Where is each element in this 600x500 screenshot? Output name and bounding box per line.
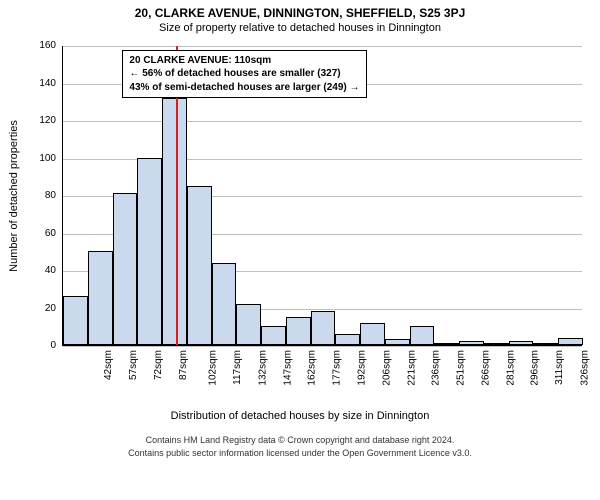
- histogram-bar: [162, 98, 187, 346]
- histogram-bar: [63, 296, 88, 345]
- histogram-bar: [385, 339, 410, 345]
- y-tick: 20: [2, 304, 56, 314]
- x-tick: 192sqm: [358, 350, 368, 386]
- grid-line: [63, 121, 582, 122]
- annotation-line-1: 20 CLARKE AVENUE: 110sqm: [129, 54, 359, 68]
- y-tick: 160: [2, 41, 56, 51]
- x-tick: 221sqm: [407, 350, 417, 386]
- histogram-bar: [187, 186, 212, 345]
- x-tick: 326sqm: [580, 350, 590, 386]
- chart-container: 20, CLARKE AVENUE, DINNINGTON, SHEFFIELD…: [0, 0, 600, 500]
- chart-title: 20, CLARKE AVENUE, DINNINGTON, SHEFFIELD…: [0, 0, 600, 20]
- histogram-bar: [484, 343, 509, 345]
- x-tick: 162sqm: [308, 350, 318, 386]
- histogram-bar: [459, 341, 484, 345]
- x-tick: 87sqm: [179, 350, 189, 380]
- plot-area: 20 CLARKE AVENUE: 110sqm ← 56% of detach…: [62, 46, 582, 346]
- grid-line: [63, 46, 582, 47]
- histogram-bar: [360, 323, 385, 346]
- x-tick: 281sqm: [506, 350, 516, 386]
- histogram-bar: [236, 304, 261, 345]
- histogram-bar: [137, 158, 162, 346]
- x-tick: 102sqm: [209, 350, 219, 386]
- annotation-line-3: 43% of semi-detached houses are larger (…: [129, 81, 359, 95]
- footer-line-1: Contains HM Land Registry data © Crown c…: [0, 434, 600, 447]
- grid-line: [63, 346, 582, 347]
- x-tick: 251sqm: [457, 350, 467, 386]
- x-tick: 57sqm: [129, 350, 139, 380]
- x-axis-ticks: 42sqm 57sqm 72sqm 87sqm 102sqm 117sqm 132sqm 14…: [62, 350, 582, 408]
- y-tick: 100: [2, 154, 56, 164]
- annotation-box: 20 CLARKE AVENUE: 110sqm ← 56% of detach…: [122, 50, 366, 99]
- x-tick: 296sqm: [531, 350, 541, 386]
- histogram-bar: [311, 311, 336, 345]
- histogram-bar: [509, 341, 534, 345]
- x-tick: 206sqm: [382, 350, 392, 386]
- histogram-bar: [88, 251, 113, 345]
- y-tick: 40: [2, 266, 56, 276]
- x-tick: 147sqm: [283, 350, 293, 386]
- footer-attribution: Contains HM Land Registry data © Crown c…: [0, 434, 600, 459]
- histogram-bar: [410, 326, 435, 345]
- histogram-bar: [286, 317, 311, 345]
- footer-line-2: Contains public sector information licen…: [0, 447, 600, 460]
- y-tick: 0: [2, 341, 56, 351]
- x-tick: 42sqm: [104, 350, 114, 380]
- x-tick: 311sqm: [555, 350, 565, 385]
- histogram-bar: [558, 338, 583, 346]
- x-tick: 117sqm: [233, 350, 243, 385]
- histogram-bar: [335, 334, 360, 345]
- x-tick: 236sqm: [432, 350, 442, 386]
- x-tick: 266sqm: [481, 350, 491, 386]
- y-tick: 60: [2, 229, 56, 239]
- y-tick: 120: [2, 116, 56, 126]
- x-axis-label: Distribution of detached houses by size …: [0, 410, 600, 422]
- chart-subtitle: Size of property relative to detached ho…: [0, 20, 600, 34]
- histogram-bar: [533, 343, 558, 345]
- x-tick: 177sqm: [333, 350, 343, 386]
- y-tick: 80: [2, 191, 56, 201]
- x-tick: 72sqm: [154, 350, 164, 380]
- histogram-bar: [113, 193, 138, 345]
- y-tick: 140: [2, 79, 56, 89]
- y-axis-ticks: 020406080100120140160: [0, 46, 56, 346]
- histogram-bar: [212, 263, 237, 346]
- annotation-line-2: ← 56% of detached houses are smaller (32…: [129, 67, 359, 81]
- histogram-bar: [434, 343, 459, 345]
- x-tick: 132sqm: [259, 350, 269, 386]
- histogram-bar: [261, 326, 286, 345]
